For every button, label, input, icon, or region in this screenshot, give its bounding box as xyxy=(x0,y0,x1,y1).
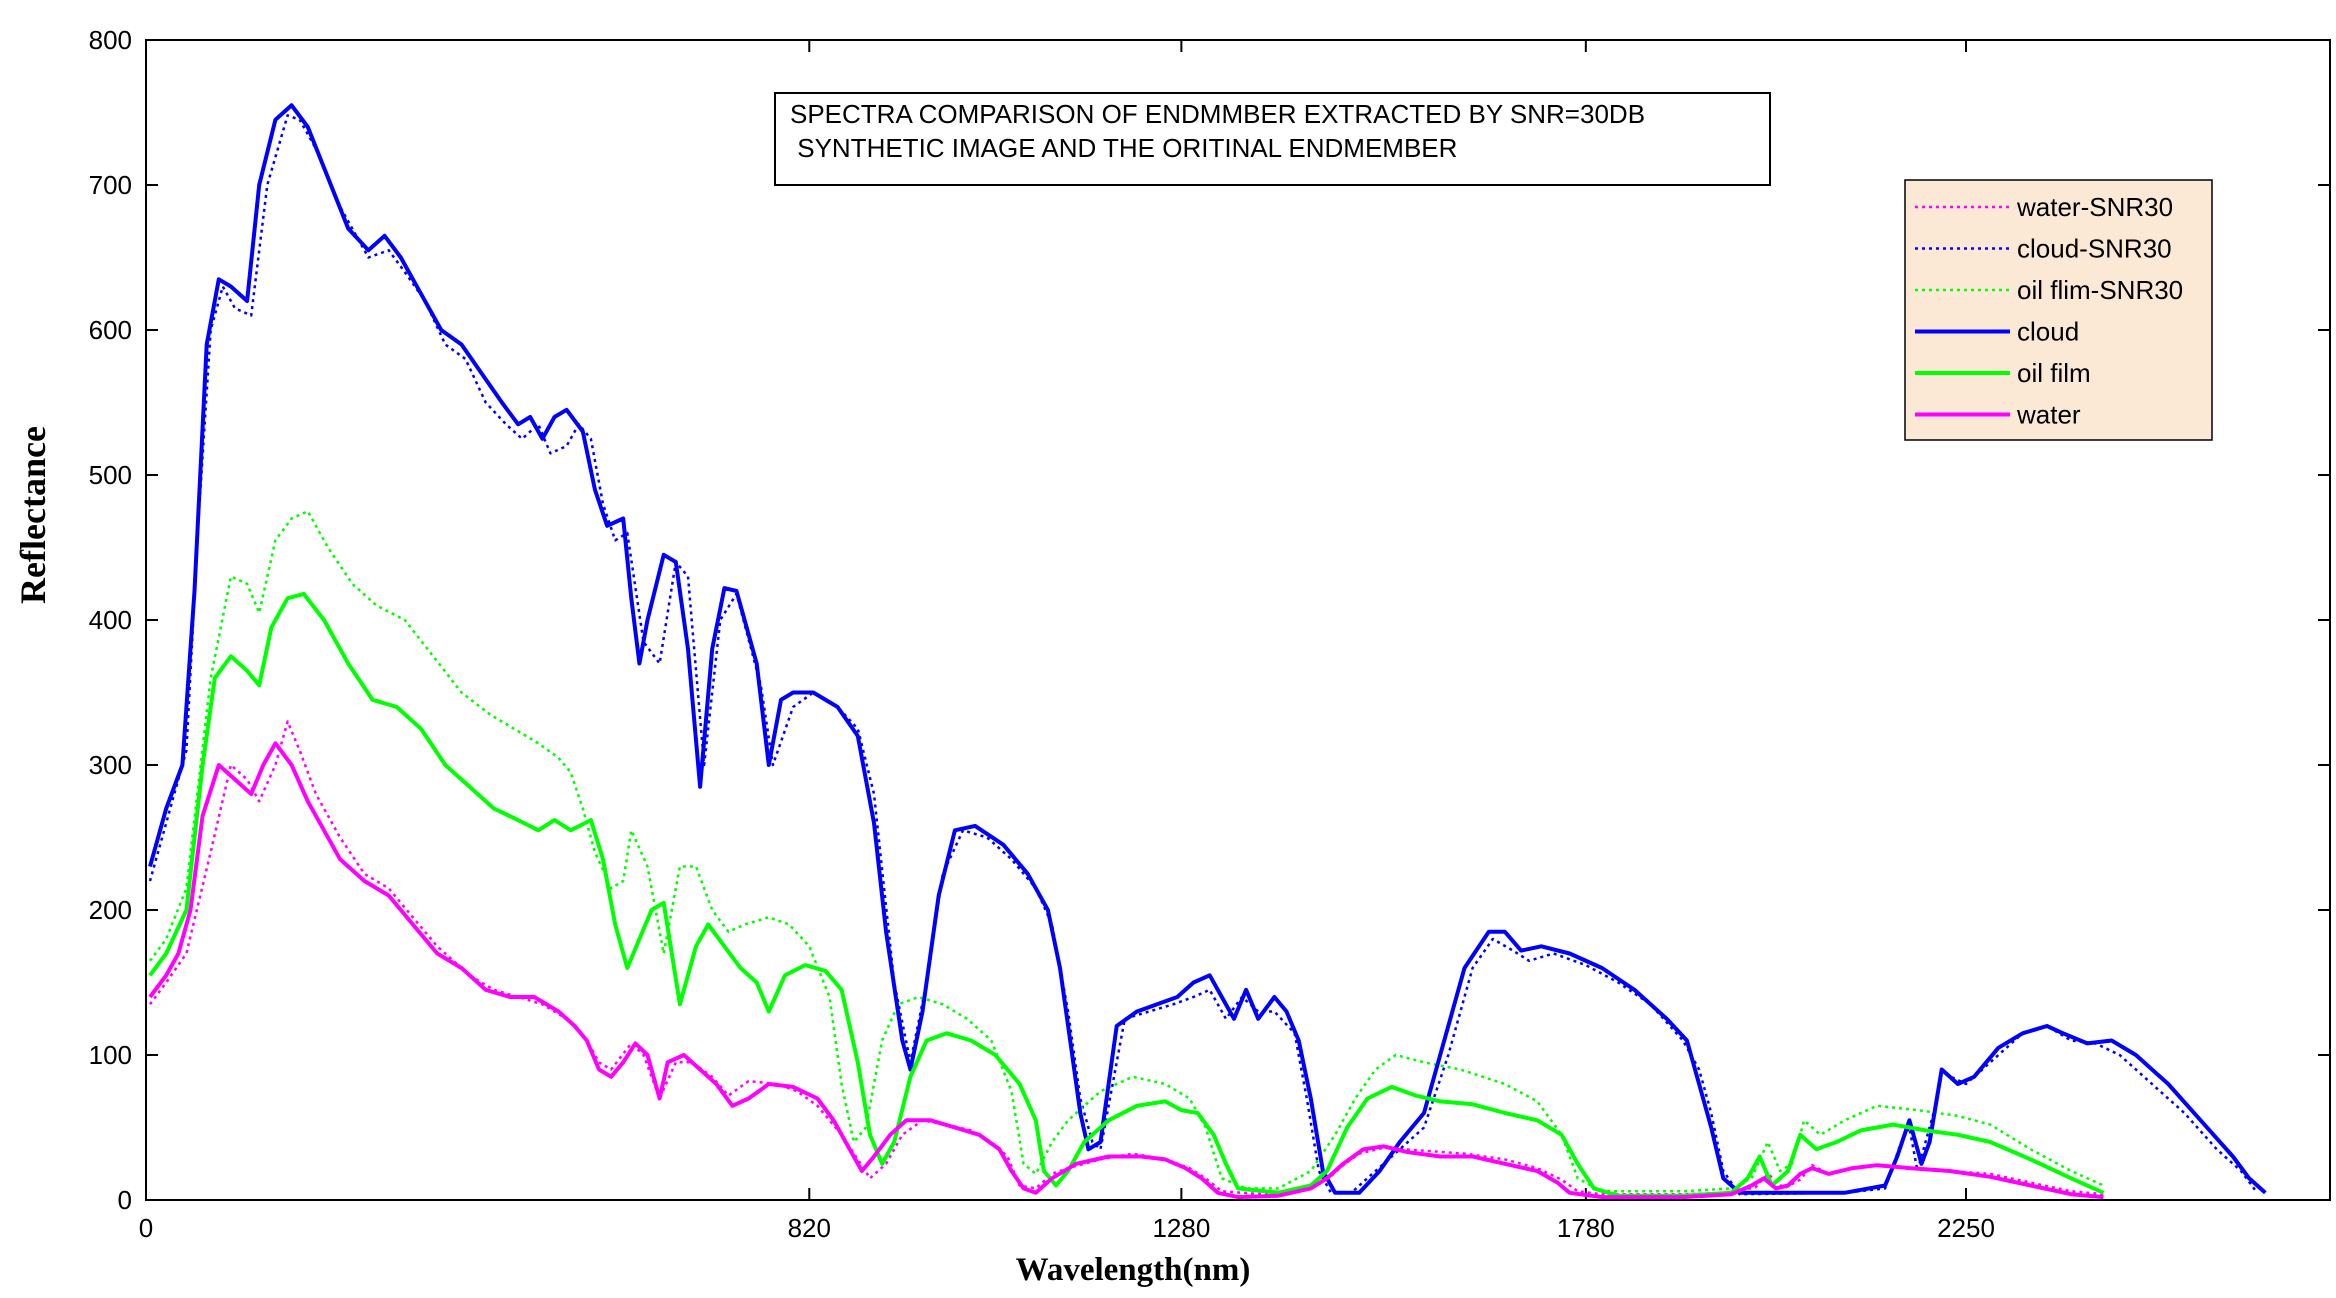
chart-title: SPECTRA COMPARISON OF ENDMMBER EXTRACTED… xyxy=(790,99,1645,129)
x-axis-label: Wavelength(nm) xyxy=(1016,1252,1251,1288)
chart-subtitle: SYNTHETIC IMAGE AND THE ORITINAL ENDMEMB… xyxy=(790,133,1457,163)
legend-label-oil-film: oil film xyxy=(2017,358,2091,388)
legend: water-SNR30 cloud-SNR30 oil flim-SNR30 clou… xyxy=(1904,179,2213,441)
x-tick-label: 1280 xyxy=(1152,1213,1210,1243)
series-line-water xyxy=(148,741,2104,1200)
series-layer xyxy=(148,103,2267,1200)
x-tick-label: 1780 xyxy=(1557,1213,1615,1243)
legend-label-oil-flim-snr30: oil flim-SNR30 xyxy=(2017,275,2183,305)
y-axis-label: Reflectance xyxy=(13,426,53,604)
legend-label-water-snr30: water-SNR30 xyxy=(2016,192,2173,222)
x-tick-label: 820 xyxy=(788,1213,831,1243)
axis-ticks: 0 820 1280 1780 2250 0 100 200 300 400 500 600 700 80… xyxy=(89,25,2330,1243)
y-tick-label: 200 xyxy=(89,895,132,925)
x-tick-label: 2250 xyxy=(1937,1213,1995,1243)
x-tick-label: 0 xyxy=(139,1213,153,1243)
y-tick-label: 600 xyxy=(89,315,132,345)
y-tick-label: 500 xyxy=(89,460,132,490)
y-tick-label: 800 xyxy=(89,25,132,55)
legend-label-cloud: cloud xyxy=(2017,317,2079,347)
series-line-cloud xyxy=(148,103,2267,1195)
legend-box xyxy=(1904,179,2213,441)
legend-label-water: water xyxy=(2016,400,2081,430)
y-tick-label: 0 xyxy=(118,1185,132,1215)
legend-label-cloud-snr30: cloud-SNR30 xyxy=(2017,234,2172,264)
y-tick-label: 400 xyxy=(89,605,132,635)
title-box: SPECTRA COMPARISON OF ENDMMBER EXTRACTED… xyxy=(774,92,1771,186)
y-tick-label: 100 xyxy=(89,1040,132,1070)
y-tick-label: 300 xyxy=(89,750,132,780)
series-line-oil-flim-snr30 xyxy=(148,510,2105,1193)
y-tick-label: 700 xyxy=(89,170,132,200)
title-box-border xyxy=(774,92,1771,186)
